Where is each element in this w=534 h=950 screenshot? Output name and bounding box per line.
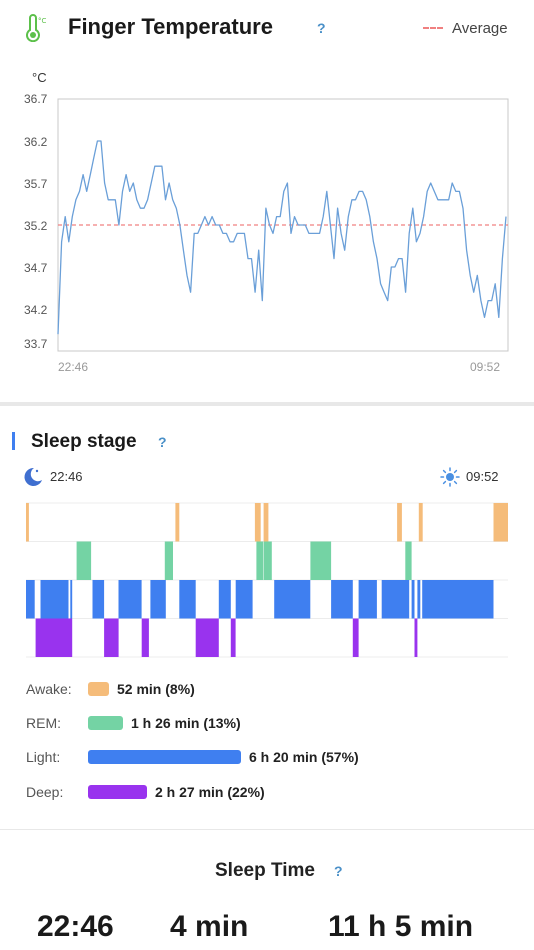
sleep-end-time: 09:52 <box>466 469 499 484</box>
stage-segment-awake <box>254 503 261 542</box>
stage-segment-light <box>70 580 73 619</box>
legend-bar-rem <box>88 716 123 730</box>
stage-segment-light <box>422 580 494 619</box>
y-tick-label: 35.7 <box>24 177 48 191</box>
sleep-time-title: Sleep Time <box>215 860 315 881</box>
stage-segment-light <box>381 580 410 619</box>
temperature-help-icon[interactable]: ? <box>317 20 326 36</box>
stage-segment-rem <box>310 541 332 580</box>
temperature-title: Finger Temperature <box>68 14 273 39</box>
stage-segment-rem <box>76 541 92 580</box>
sleep-stage-title: Sleep stage <box>31 431 137 452</box>
stage-segment-deep <box>35 618 73 657</box>
legend-bar-deep <box>88 785 147 799</box>
legend-bar-awake <box>88 682 109 696</box>
stage-segment-awake <box>493 503 508 542</box>
stage-segment-rem <box>164 541 173 580</box>
stage-segment-awake <box>397 503 402 542</box>
stage-segment-deep <box>195 618 219 657</box>
stage-segment-light <box>179 580 196 619</box>
stage-segment-deep <box>414 618 418 657</box>
y-tick-label: 35.2 <box>24 219 48 233</box>
stage-segment-light <box>274 580 311 619</box>
legend-bar-light <box>88 750 241 764</box>
sleep-stage-chart <box>26 502 508 658</box>
sleep-time-help-icon[interactable]: ? <box>334 863 343 879</box>
stage-segment-deep <box>230 618 236 657</box>
stage-segment-light <box>218 580 231 619</box>
chart-end-time: 09:52 <box>470 360 501 374</box>
y-tick-label: 36.2 <box>24 135 48 149</box>
stage-segment-deep <box>352 618 359 657</box>
stage-segment-rem <box>256 541 264 580</box>
y-tick-label: 34.2 <box>24 303 48 317</box>
temperature-line <box>57 140 507 335</box>
stage-segment-light <box>92 580 105 619</box>
legend-value-deep: 2 h 27 min (22%) <box>155 784 265 800</box>
stage-segment-light <box>331 580 353 619</box>
average-legend-label: Average <box>452 20 508 37</box>
stage-segment-deep <box>141 618 149 657</box>
sun-icon <box>440 467 460 487</box>
stage-segment-light <box>411 580 415 619</box>
stage-segment-rem <box>263 541 272 580</box>
sleep-stage-help-icon[interactable]: ? <box>158 434 167 450</box>
stage-segment-light <box>358 580 377 619</box>
sleep-time-start: 22:46 <box>37 910 114 943</box>
sleep-start-time: 22:46 <box>50 469 83 484</box>
legend-value-awake: 52 min (8%) <box>117 681 195 697</box>
chart-start-time: 22:46 <box>58 360 89 374</box>
stage-segment-light <box>40 580 69 619</box>
moon-icon <box>24 467 42 486</box>
legend-label-light: Light: <box>26 749 61 765</box>
legend-label-awake: Awake: <box>26 681 72 697</box>
thermometer-icon: °C <box>26 14 47 42</box>
stage-segment-awake <box>418 503 423 542</box>
section-accent-bar <box>12 432 15 450</box>
section-divider <box>0 829 534 830</box>
legend-label-deep: Deep: <box>26 784 64 800</box>
stage-segment-light <box>417 580 421 619</box>
stage-segment-rem <box>405 541 412 580</box>
svg-text:°C: °C <box>38 17 47 25</box>
y-tick-label: 36.7 <box>24 92 48 106</box>
stage-segment-awake <box>26 503 29 542</box>
sleep-time-duration: 11 h 5 min <box>328 910 474 943</box>
temperature-chart <box>57 98 509 352</box>
legend-value-light: 6 h 20 min (57%) <box>249 749 359 765</box>
stage-segment-light <box>235 580 253 619</box>
stage-segment-light <box>118 580 142 619</box>
legend-value-rem: 1 h 26 min (13%) <box>131 715 241 731</box>
y-tick-label: 33.7 <box>24 337 48 351</box>
y-tick-label: 34.7 <box>24 261 48 275</box>
sleep-time-latency: 4 min <box>170 910 249 943</box>
stage-segment-deep <box>104 618 119 657</box>
legend-label-rem: REM: <box>26 715 61 731</box>
stage-segment-awake <box>263 503 269 542</box>
stage-segment-light <box>26 580 35 619</box>
y-axis-unit: °C <box>32 70 47 85</box>
section-divider <box>0 402 534 406</box>
stage-segment-light <box>150 580 166 619</box>
average-legend-line <box>423 27 443 29</box>
stage-segment-awake <box>175 503 180 542</box>
